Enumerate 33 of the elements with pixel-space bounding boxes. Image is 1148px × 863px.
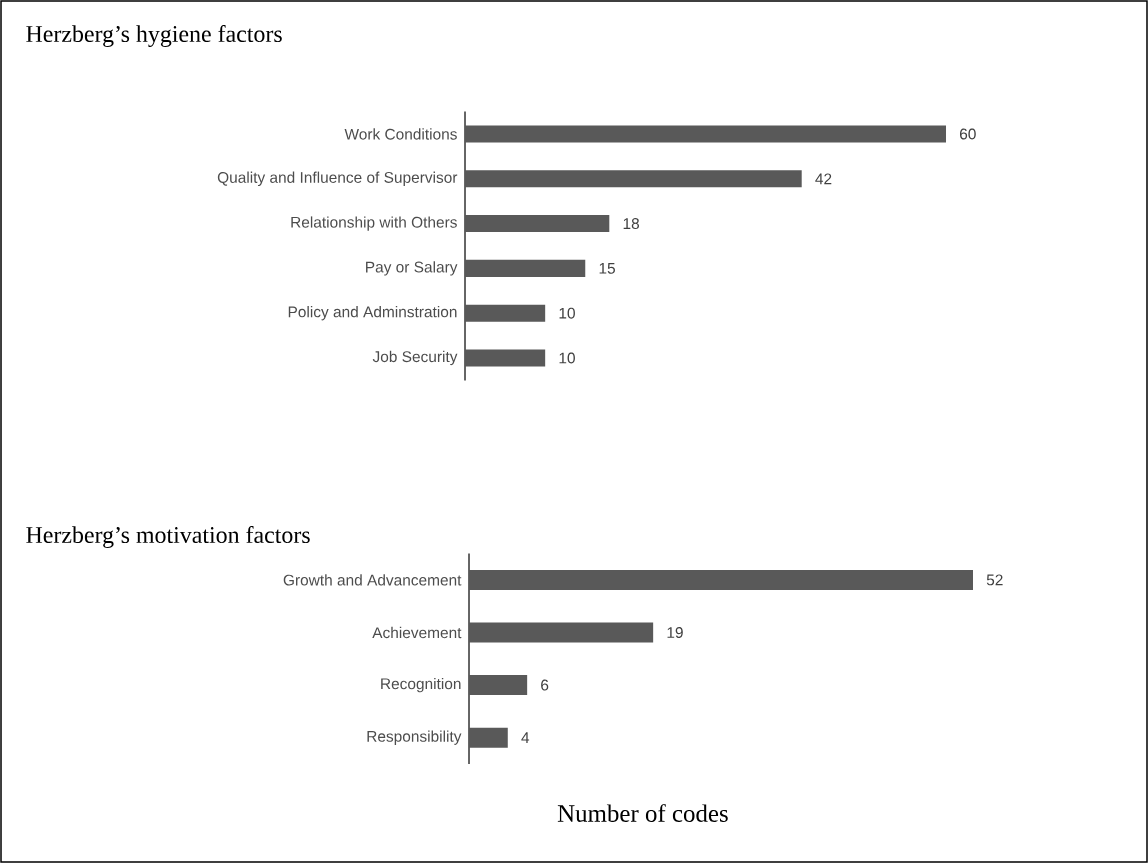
y-tick-label: Pay or Salary — [366, 261, 458, 276]
y-tick-label: Relationship with Others — [291, 216, 457, 231]
y-tick-label: Work Conditions — [344, 128, 457, 140]
text: Herzberg’s motivation factors — [26, 526, 310, 548]
bar — [465, 259, 586, 277]
bar — [465, 349, 546, 367]
bar — [469, 569, 973, 590]
y-tick-label: Quality and Influence of Supervisor — [217, 171, 458, 186]
data-label: 60 — [959, 128, 976, 140]
data-label: 10 — [559, 307, 575, 319]
x-axis-title: Number of codes — [557, 804, 728, 822]
bar — [469, 727, 508, 748]
data-label: 18 — [623, 218, 640, 230]
data-label: 52 — [986, 574, 1003, 586]
y-tick-label: Policy and Adminstration — [288, 305, 457, 321]
y-tick-label: Growth and Advancement — [283, 574, 462, 586]
data-label: 15 — [599, 263, 615, 274]
bar — [465, 170, 802, 188]
y-tick-label: Responsibility — [367, 730, 462, 745]
bar — [465, 304, 546, 322]
data-label: 10 — [559, 352, 575, 364]
y-tick-label: Job Security — [372, 350, 458, 366]
bar — [465, 125, 947, 143]
bar — [465, 215, 610, 233]
data-label: 19 — [667, 627, 683, 638]
bar — [469, 622, 654, 643]
bar — [469, 675, 528, 696]
text: Herzberg’s hygiene factors — [26, 25, 282, 47]
data-label: 4 — [521, 732, 530, 743]
y-tick-label: Achievement — [372, 626, 462, 639]
data-label: 6 — [541, 679, 549, 691]
data-label: 42 — [815, 173, 832, 185]
y-tick-label: Recognition — [381, 677, 461, 693]
